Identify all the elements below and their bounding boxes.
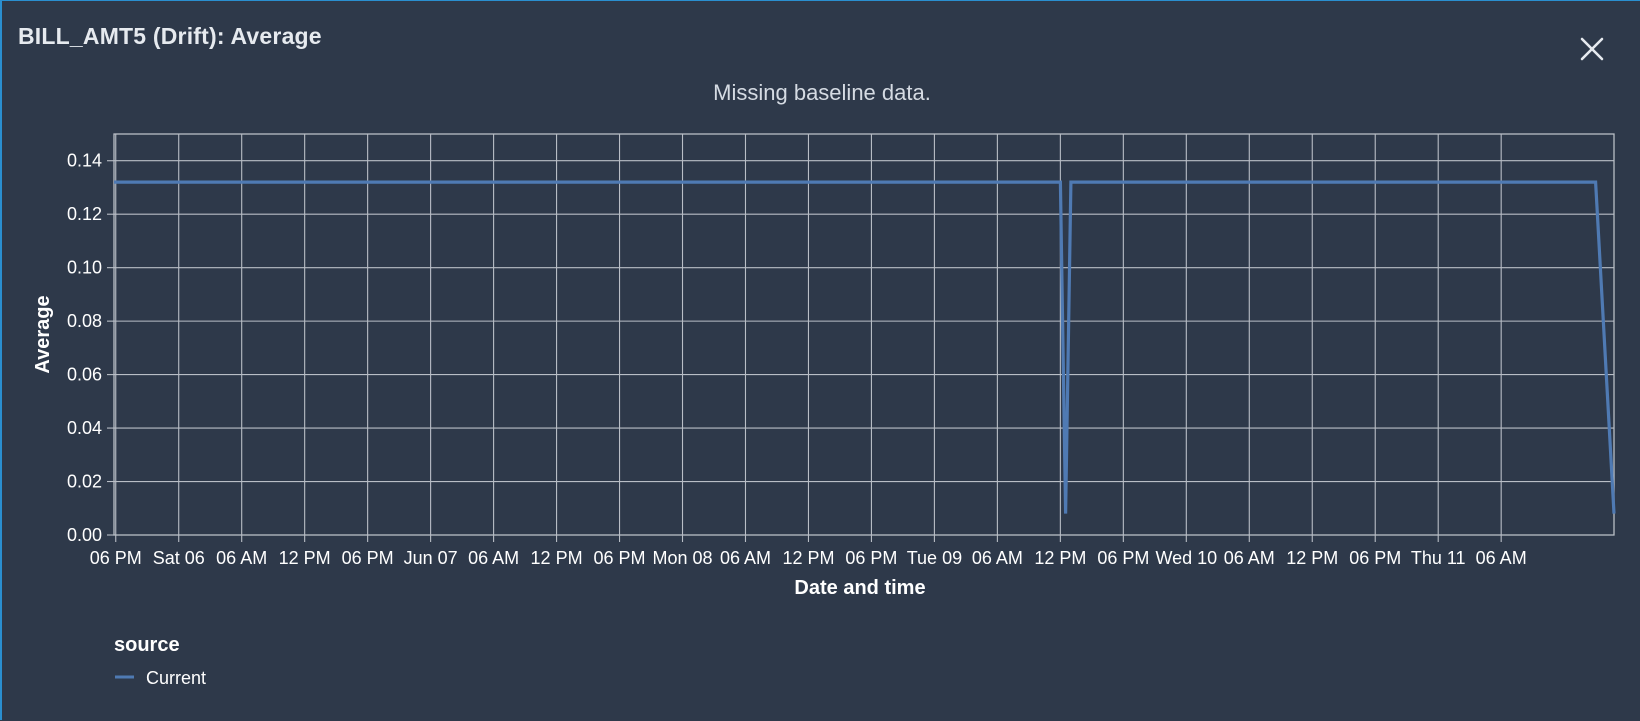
x-tick-label: 06 AM	[1224, 548, 1275, 568]
grid-lines	[114, 134, 1614, 536]
y-tick-label: 0.00	[67, 525, 102, 545]
x-tick-label: 06 PM	[845, 548, 897, 568]
close-icon	[1580, 37, 1604, 61]
x-axis-title: Date and time	[794, 577, 925, 599]
legend-title: source	[114, 634, 180, 656]
y-tick-label: 0.02	[67, 472, 102, 492]
legend-label-current: Current	[146, 668, 206, 688]
x-tick-label: 06 AM	[720, 548, 771, 568]
x-tick-label: 06 PM	[594, 548, 646, 568]
x-tick-label: 12 PM	[782, 548, 834, 568]
plot-frame	[113, 133, 1615, 536]
x-tick-label: 06 PM	[90, 548, 142, 568]
y-tick-label: 0.04	[67, 418, 102, 438]
close-button[interactable]	[1574, 31, 1610, 67]
x-tick-label: 06 PM	[1349, 548, 1401, 568]
y-axis-title: Average	[32, 295, 54, 373]
x-tick-label: 06 AM	[468, 548, 519, 568]
x-tick-label: 06 AM	[1476, 548, 1527, 568]
x-tick-label: 12 PM	[1034, 548, 1086, 568]
legend: source Current	[114, 634, 206, 688]
x-tick-label: 06 AM	[216, 548, 267, 568]
y-tick-label: 0.10	[67, 258, 102, 278]
x-tick-label: 12 PM	[531, 548, 583, 568]
x-tick-label: 12 PM	[1286, 548, 1338, 568]
x-tick-label: Wed 10	[1155, 548, 1217, 568]
x-tick-label: 12 PM	[279, 548, 331, 568]
x-tick-label: 06 PM	[342, 548, 394, 568]
x-tick-label: Mon 08	[652, 548, 712, 568]
y-tick-label: 0.06	[67, 365, 102, 385]
x-tick-label: Thu 11	[1411, 548, 1466, 568]
y-tick-label: 0.12	[67, 204, 102, 224]
x-axis-ticks: 06 PM Sat 06 06 AM 12 PM 06 PM Jun 07 06 AM 12 …	[90, 535, 1527, 568]
y-axis-ticks: 0.00 0.02 0.04 0.06 0.08 0.10 0.12 0.14	[67, 151, 114, 545]
x-tick-label: Jun 07	[404, 548, 458, 568]
y-tick-label: 0.08	[67, 311, 102, 331]
series-line-current	[114, 180, 1616, 514]
x-tick-label: Tue 09	[907, 548, 962, 568]
y-tick-label: 0.14	[67, 151, 102, 171]
dialog-title: BILL_AMT5 (Drift): Average	[18, 23, 322, 49]
x-tick-label: 06 PM	[1097, 548, 1149, 568]
chart-subtitle: Missing baseline data.	[713, 80, 931, 105]
x-tick-label: Sat 06	[153, 548, 205, 568]
x-tick-label: 06 AM	[972, 548, 1023, 568]
series-layer	[114, 180, 1616, 514]
